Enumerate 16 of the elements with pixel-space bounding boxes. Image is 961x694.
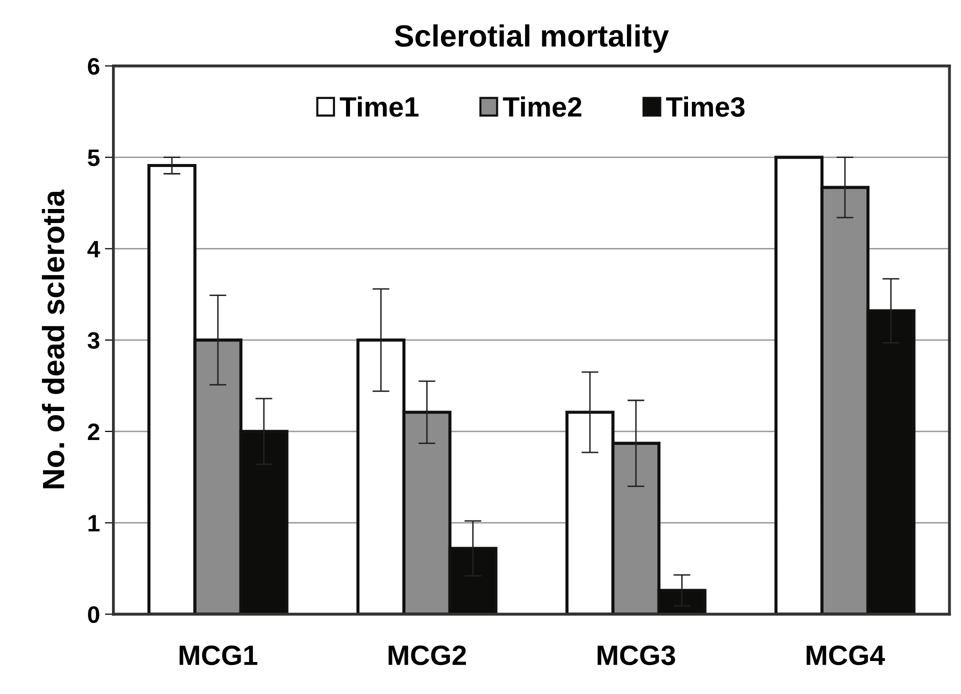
legend-label: Time3 [666,96,745,117]
y-tick-label: 3 [88,332,100,349]
x-tick-label: MCG1 [180,645,258,666]
y-tick-label: 5 [88,150,100,166]
y-tick-label: 6 [88,58,100,75]
y-axis-title: No. of dead sclerotia [42,190,64,488]
legend-label: Time1 [340,96,419,117]
legend-label: Time2 [502,96,582,117]
chart-title: Sclerotial mortality [394,24,669,53]
y-tick-label: 2 [88,424,100,440]
y-tick-label: 4 [87,240,100,258]
x-tick-label: MCG2 [388,645,466,666]
x-tick-label: MCG3 [598,645,676,666]
x-tick-label: MCG4 [806,645,885,666]
y-tick-label: 0 [88,606,100,623]
y-tick-label: 1 [88,515,100,532]
